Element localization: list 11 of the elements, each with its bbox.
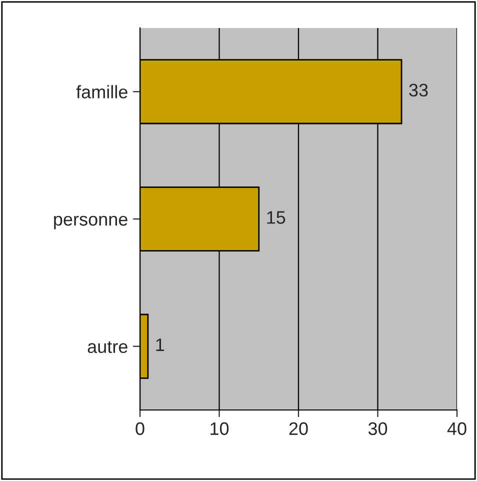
x-tick-label: 0 (136, 422, 144, 436)
x-tick-label: 20 (289, 422, 308, 436)
x-tick-label: 10 (210, 422, 229, 436)
x-tick-label: 40 (447, 422, 466, 436)
data-label: 15 (267, 211, 286, 224)
y-tick-label: autre (88, 341, 128, 354)
x-tick-label: 30 (368, 422, 388, 436)
data-label: 1 (156, 338, 164, 351)
y-tick-label: personne (54, 216, 128, 230)
data-label: 33 (409, 84, 428, 97)
y-tick-label: famille (76, 85, 128, 98)
